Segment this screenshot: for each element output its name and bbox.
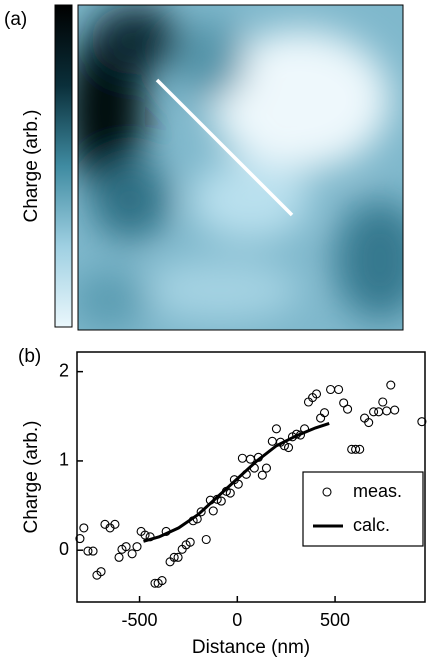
data-point [196,507,206,517]
data-point [355,444,365,454]
data-point [257,470,267,480]
profile-line [155,78,294,217]
data-point [208,506,218,516]
data-point [334,384,344,395]
data-point [88,546,98,556]
plot-frame [76,351,426,603]
data-point [114,552,124,562]
data-point [390,405,400,415]
data-point [364,417,374,428]
data-point [216,496,226,506]
data-point [369,407,379,417]
data-point [75,534,85,544]
colorbar-label: Charge (arb.) [21,110,42,223]
data-point [96,567,106,577]
colorbar [54,4,73,328]
data-point [225,488,235,498]
data-point [378,397,388,407]
data-point [140,530,150,540]
data-point [83,546,93,556]
data-point [267,436,277,446]
panel-label: (a) [4,9,27,30]
data-point [283,442,294,453]
data-point [386,380,396,390]
x-tick-label: 500 [320,610,350,630]
x-tick-label: 0 [232,610,242,630]
calc-line [143,422,330,543]
data-point [169,552,179,562]
data-point [261,463,271,473]
legend-label: calc. [353,515,390,535]
legend-label: meas. [353,481,402,501]
legend-marker [322,487,332,497]
y-axis-label: Charge (arb.) [21,421,42,534]
data-point [127,549,137,559]
panel-label: (b) [18,346,41,367]
data-point [311,389,322,399]
data-point [201,534,211,545]
y-tick-label: 0 [59,539,69,559]
data-point [173,552,183,562]
data-point [233,479,243,489]
data-point [417,417,427,427]
data-point [382,406,392,416]
data-point [343,404,353,414]
x-tick-label: -500 [122,610,158,630]
legend-box [302,471,424,547]
map-frame [77,4,404,331]
data-point [185,537,195,547]
data-point [374,407,384,417]
charge-map [78,5,403,330]
data-point [110,519,120,529]
data-point [351,444,361,454]
data-point [79,523,89,533]
x-axis-label: Distance (nm) [192,637,310,658]
data-point [132,542,142,552]
data-point [157,576,167,586]
y-tick-label: 1 [59,450,69,470]
data-point [326,384,336,395]
data-point [319,408,330,418]
data-point [316,413,326,423]
data-point [271,424,281,434]
data-point [245,454,255,464]
data-point [237,453,247,463]
y-tick-label: 2 [59,360,69,380]
data-point [121,542,131,552]
